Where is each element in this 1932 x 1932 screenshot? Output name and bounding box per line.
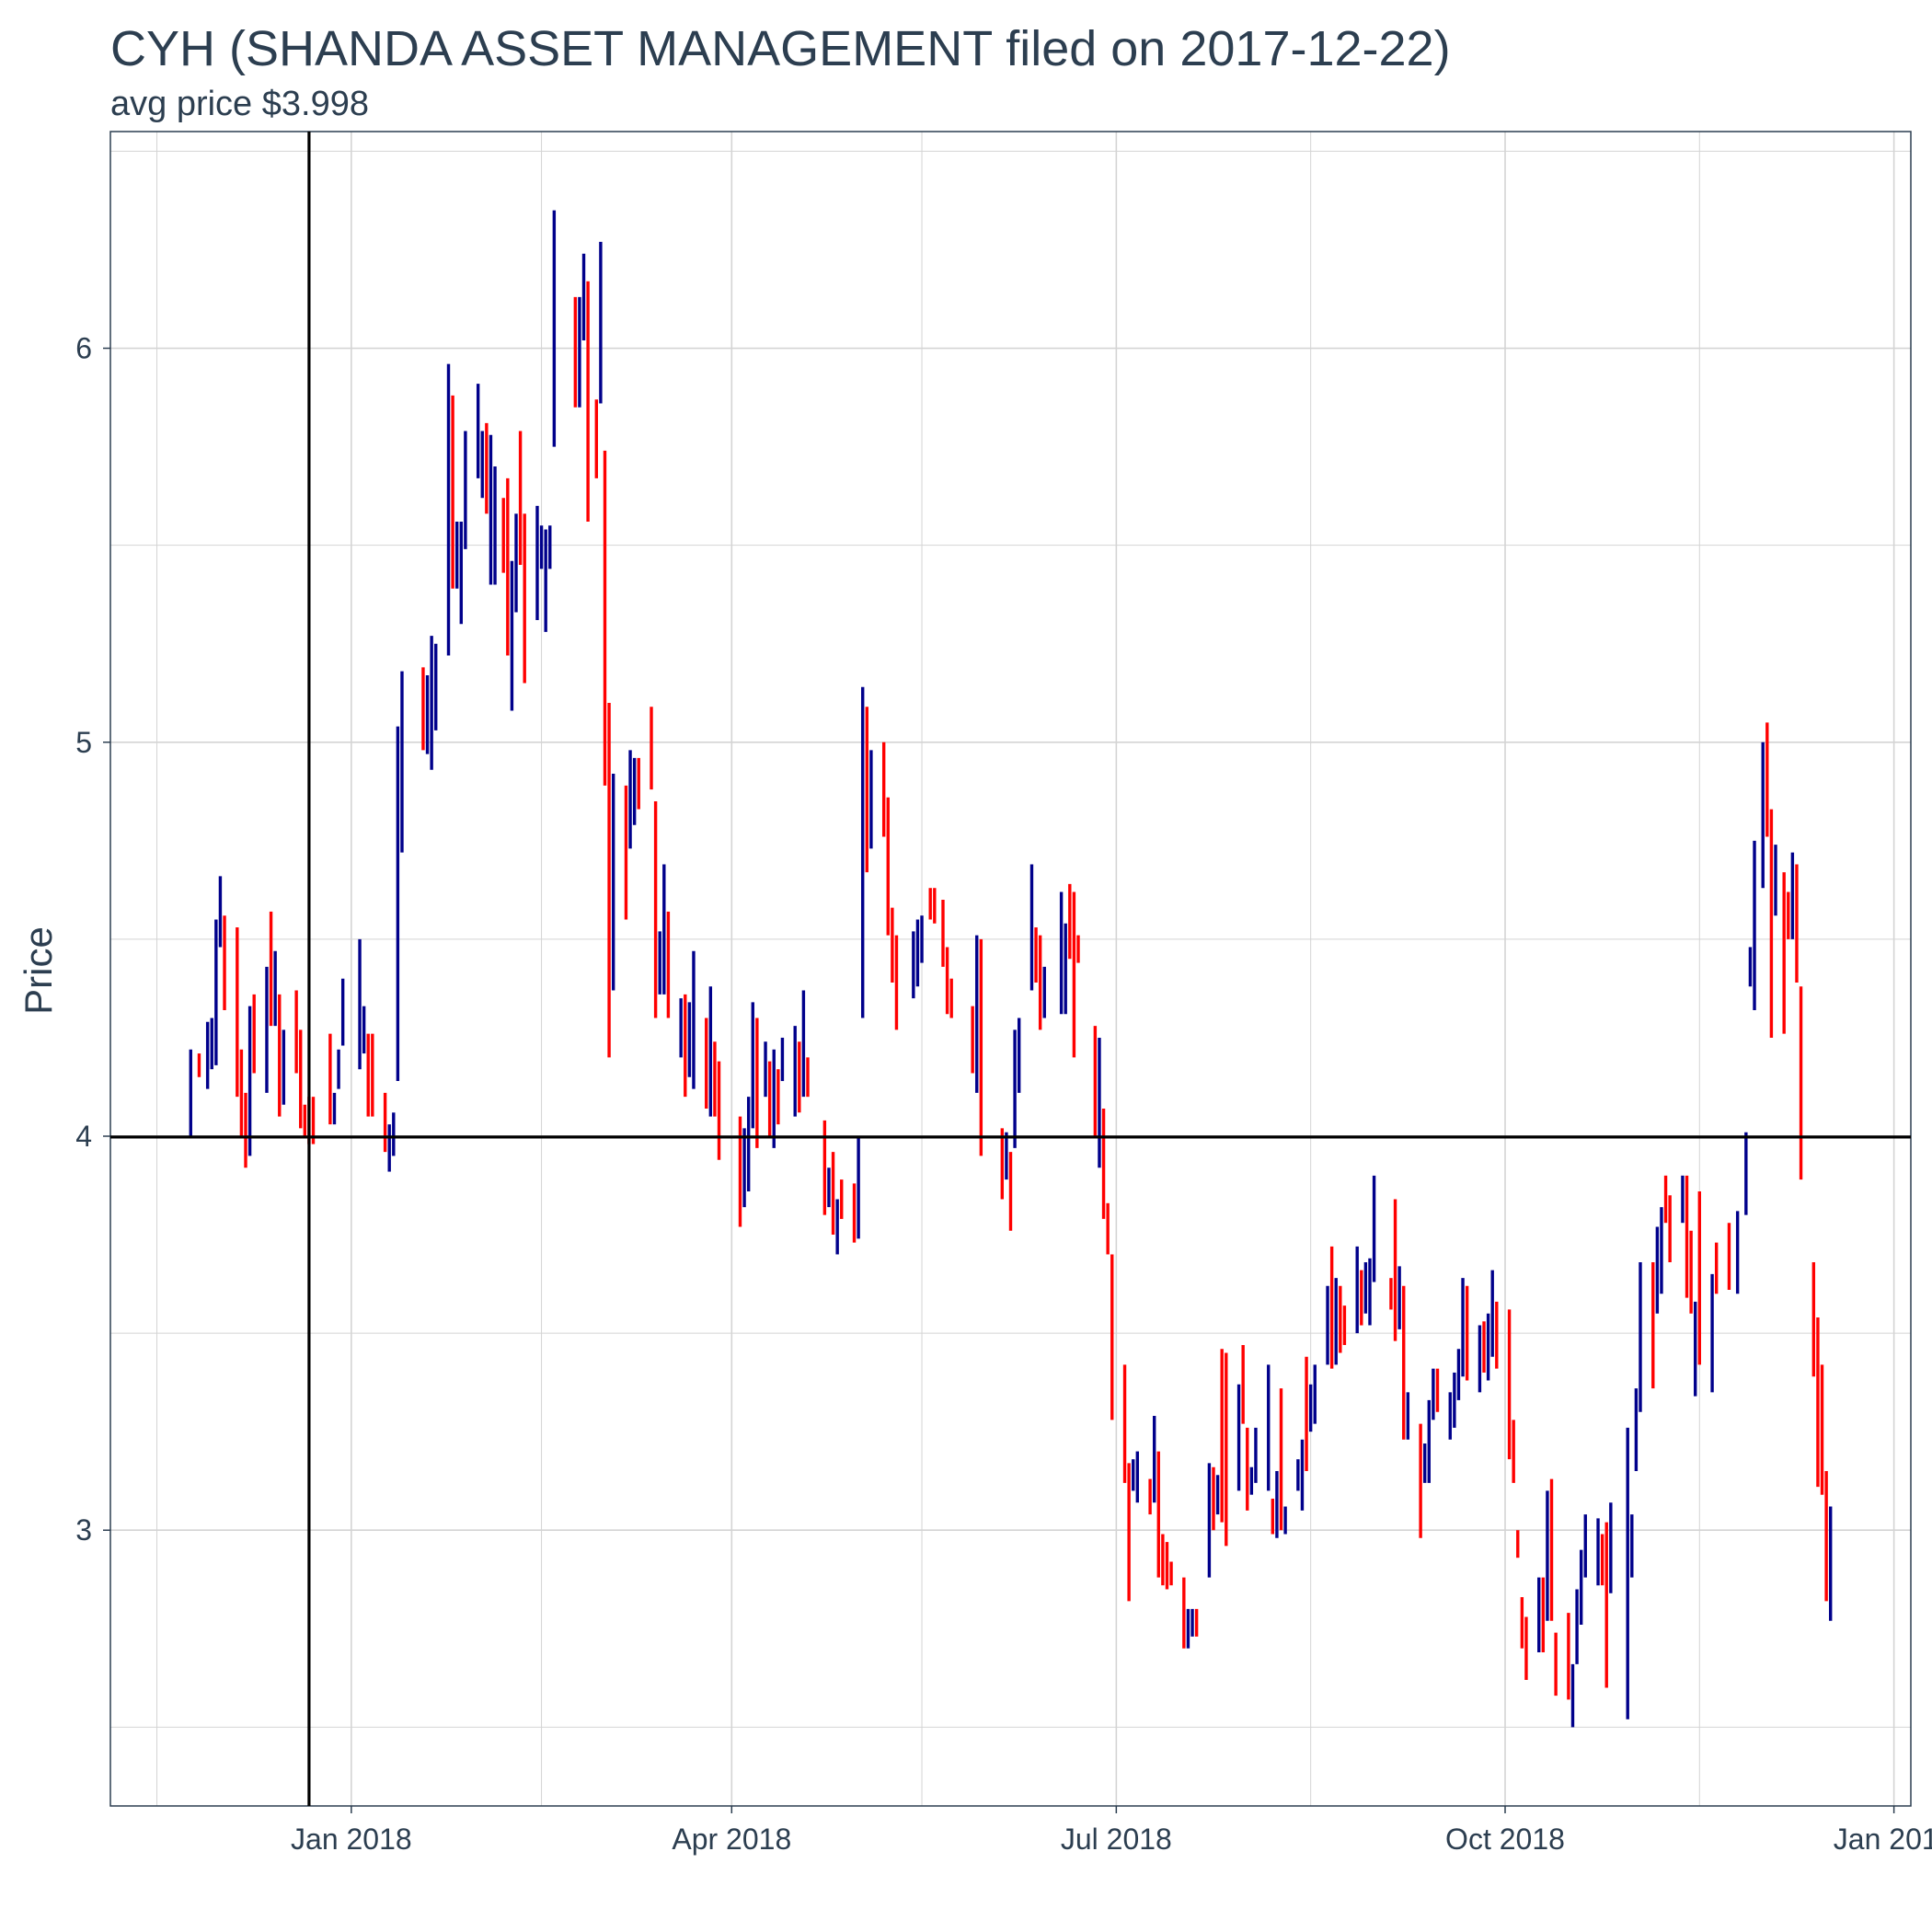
y-tick-label: 6 — [75, 332, 92, 365]
x-tick-label: Jan 2018 — [291, 1823, 412, 1856]
y-tick-label: 3 — [75, 1513, 92, 1547]
chart-title: CYH (SHANDA ASSET MANAGEMENT filed on 20… — [110, 21, 1451, 76]
y-axis-ticks: 3 4 5 6 — [75, 332, 110, 1547]
reference-lines — [110, 132, 1911, 1806]
x-tick-label: Oct 2018 — [1445, 1823, 1565, 1856]
plot-panel-border — [109, 131, 1912, 1807]
x-tick-label: Apr 2018 — [672, 1823, 791, 1856]
x-axis-ticks: Jan 2018 Apr 2018 Jul 2018 Oct 2018 Jan 2019 — [291, 1806, 1932, 1856]
y-tick-label: 4 — [75, 1120, 92, 1153]
x-tick-label: Jan 2019 — [1834, 1823, 1932, 1856]
y-axis-title: Price — [17, 926, 60, 1015]
ohlc-bars — [189, 210, 1833, 1728]
x-tick-label: Jul 2018 — [1061, 1823, 1172, 1856]
y-tick-label: 5 — [75, 726, 92, 759]
grid-lines — [110, 132, 1911, 1806]
chart-subtitle: avg price $3.998 — [110, 85, 369, 123]
